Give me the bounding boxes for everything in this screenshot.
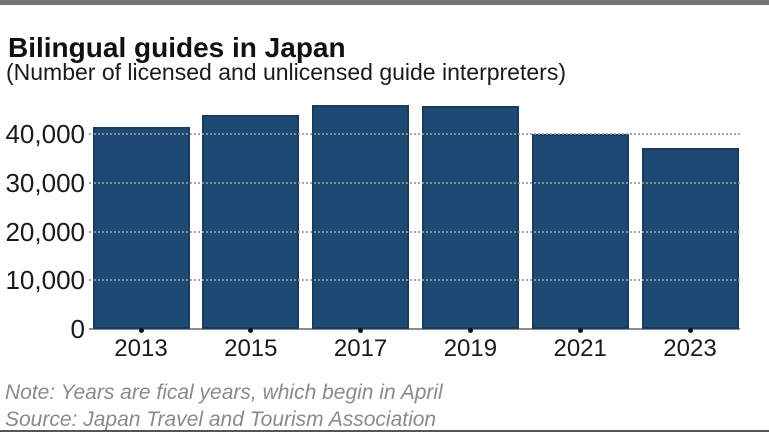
x-axis-tick-label-2019: 2019 bbox=[443, 335, 498, 362]
y-axis-tick-label: 40,000 bbox=[5, 119, 85, 149]
y-axis-tick-label: 0 bbox=[70, 314, 85, 344]
y-axis-tick-label: 20,000 bbox=[5, 216, 85, 247]
x-axis-tick-dot bbox=[138, 328, 144, 333]
bar-2019 bbox=[421, 106, 519, 329]
x-axis-tick-dot bbox=[577, 328, 583, 333]
gridline-30,000 bbox=[89, 181, 740, 184]
x-axis-line bbox=[89, 328, 740, 330]
bar-2013 bbox=[92, 127, 190, 329]
x-axis-tick-label-2021: 2021 bbox=[553, 335, 607, 362]
y-axis-tick-label: 10,000 bbox=[5, 265, 85, 296]
y-axis-tick-label: 30,000 bbox=[5, 167, 85, 198]
chart-subtitle: (Number of licensed and unlicensed guide… bbox=[6, 59, 566, 85]
gridline-40,000 bbox=[89, 133, 740, 135]
x-axis-tick-label-2017: 2017 bbox=[333, 335, 388, 362]
top-divider-strip bbox=[0, 0, 769, 5]
x-axis-tick-label-2013: 2013 bbox=[114, 335, 168, 362]
gridline-10,000 bbox=[89, 279, 740, 282]
bar-2017 bbox=[312, 104, 410, 329]
source-credit: Source: Japan Travel and Tourism Associa… bbox=[5, 408, 437, 431]
x-axis-tick-label-2023: 2023 bbox=[663, 335, 717, 362]
bar-2015 bbox=[202, 115, 300, 329]
x-axis-tick-dot bbox=[358, 328, 364, 333]
x-axis-tick-dot bbox=[248, 328, 254, 333]
x-axis-tick-label-2015: 2015 bbox=[224, 335, 278, 362]
bar-2023 bbox=[641, 148, 739, 329]
bottom-divider-rule bbox=[0, 430, 769, 432]
gridline-20,000 bbox=[89, 230, 740, 233]
x-axis-tick-dot bbox=[687, 328, 693, 333]
x-axis-tick-dot bbox=[467, 328, 473, 333]
chart-title: Bilingual guides in Japan bbox=[8, 31, 346, 63]
footnote: Note: Years are fical years, which begin… bbox=[5, 381, 443, 404]
